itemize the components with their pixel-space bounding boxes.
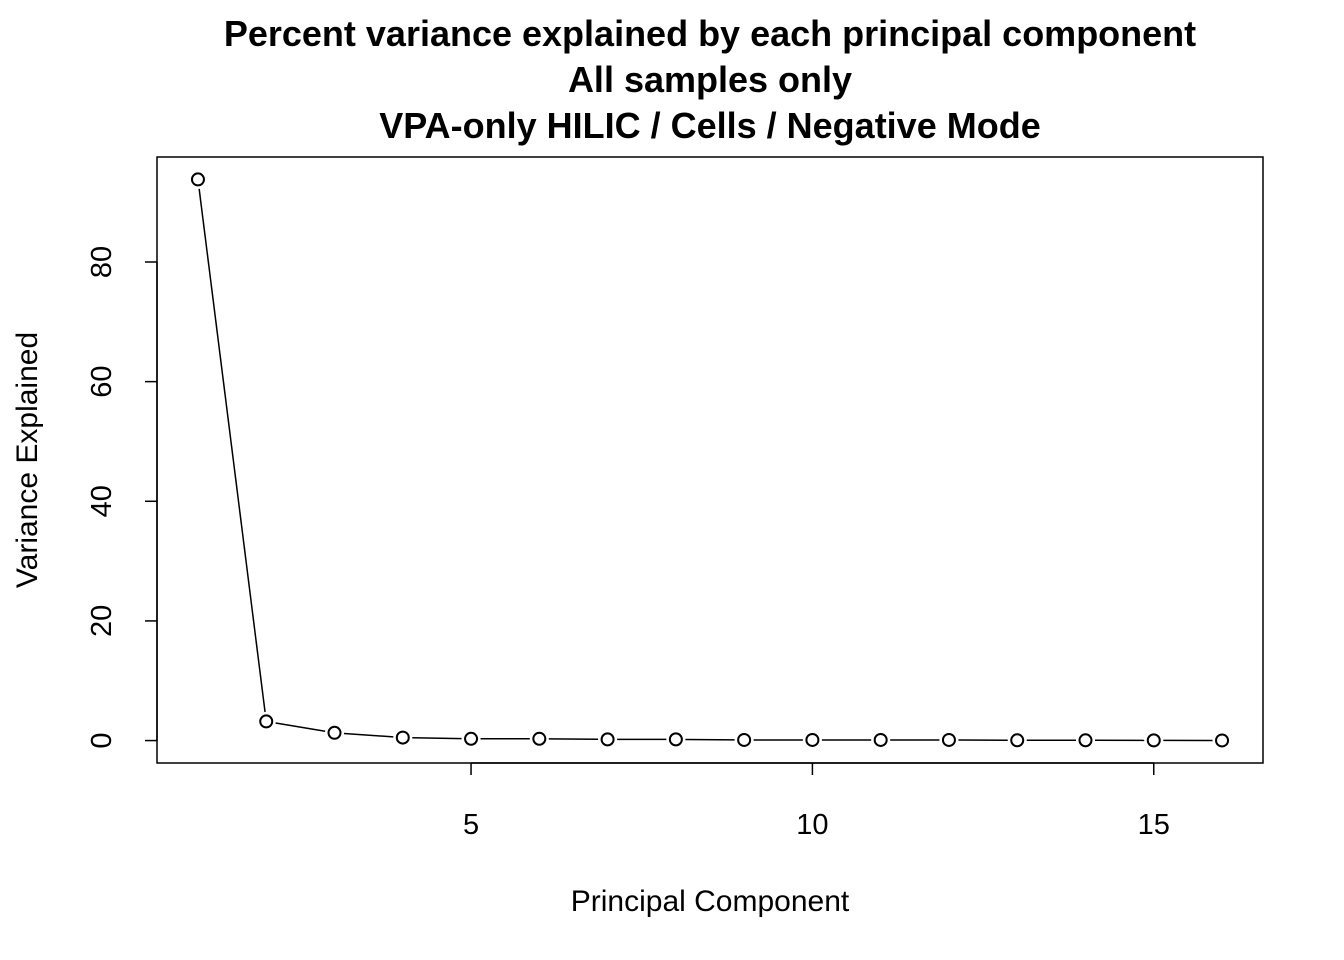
series-line-segment [343,732,394,738]
y-tick-label: 80 [86,246,118,278]
series-line-segment [275,722,326,732]
chart-title: Percent variance explained by each princ… [224,13,1196,54]
chart-subtitle-line-1: All samples only [568,59,852,100]
data-point [1078,733,1093,748]
y-tick-label: 0 [86,732,118,748]
data-point [805,732,820,747]
chart-subtitle-line-2: VPA-only HILIC / Cells / Negative Mode [379,105,1040,146]
data-point [464,731,479,746]
data-point [327,725,342,740]
data-point [395,730,410,745]
data-point [941,732,956,747]
series-line-segment [198,188,266,713]
data-point [190,172,205,187]
x-axis-label: Principal Component [571,885,850,918]
x-tick-label: 5 [463,809,479,841]
data-point [873,732,888,747]
data-point [1010,733,1025,748]
data-point [737,732,752,747]
x-tick-label: 15 [1138,809,1170,841]
y-axis-label: Variance Explained [11,332,44,588]
data-point [1215,733,1230,748]
y-tick-label: 40 [86,485,118,517]
data-point [668,732,683,747]
data-point [1146,733,1161,748]
data-point [600,732,615,747]
y-tick-label: 20 [86,605,118,637]
plot-area: 5 10 15 0 20 40 60 80 [86,156,1264,841]
y-tick-label: 60 [86,365,118,397]
data-point [532,731,547,746]
x-tick-label: 10 [796,809,828,841]
data-point [259,714,274,729]
series-line-segment [412,736,462,740]
